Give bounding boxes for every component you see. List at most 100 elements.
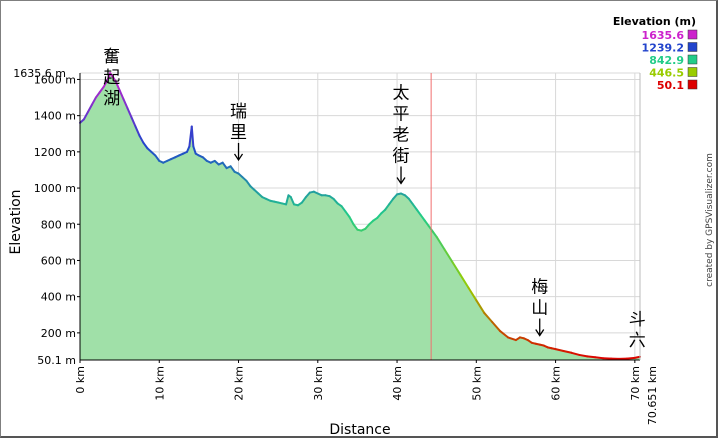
area-fill-layer xyxy=(80,73,640,361)
series-segment xyxy=(499,330,510,339)
x-tick-label: 0 km xyxy=(74,366,87,394)
series-segment xyxy=(304,191,311,199)
series-segment xyxy=(443,248,454,264)
series-segment xyxy=(507,336,517,342)
y-tick-label: 1200 m xyxy=(34,146,76,159)
legend-swatch xyxy=(687,42,698,52)
series-segment xyxy=(562,349,573,354)
y-min-label: 50.1 m xyxy=(37,354,76,367)
series-segment xyxy=(122,98,129,110)
annotation-char: 瑞 xyxy=(230,102,247,122)
series-segment xyxy=(332,197,339,205)
y-tick-label: 800 m xyxy=(41,218,76,231)
series-segment xyxy=(475,299,486,314)
legend-swatch xyxy=(687,79,698,90)
series-segment xyxy=(142,141,149,150)
series-segment xyxy=(491,321,502,333)
axis-layer: 200 m 400 m 600 m 800 m 1000 m 1200 m 1400 m 16… xyxy=(13,67,659,425)
annotation-label: 梅山 xyxy=(531,278,548,337)
legend-title: Elevation (m) xyxy=(613,15,696,28)
series-segment xyxy=(102,78,109,88)
series-segment xyxy=(348,216,355,226)
annotation-label: 斗六 xyxy=(629,310,646,351)
series-segment xyxy=(411,203,418,211)
series-segment xyxy=(388,197,395,206)
series-segment xyxy=(94,91,101,99)
annotation-char: 奮 xyxy=(103,47,120,67)
series-segment xyxy=(221,161,228,170)
y-tick-label: 1400 m xyxy=(34,110,76,123)
series-segment xyxy=(190,125,195,148)
legend-swatch xyxy=(687,67,698,77)
series-segment xyxy=(625,356,636,360)
series-segment xyxy=(483,311,494,324)
series-segment xyxy=(423,219,430,228)
annotation-char: 湖 xyxy=(103,89,120,109)
series-segment xyxy=(90,96,97,106)
annotation-label: 瑞里 xyxy=(230,102,247,162)
series-segment xyxy=(138,134,145,144)
y-tick-label: 400 m xyxy=(41,291,76,304)
annotation-char: 老 xyxy=(393,125,410,145)
credit-text: created by GPSVisualizer.com xyxy=(705,153,715,287)
series-segment xyxy=(130,116,137,128)
x-tick-label: 40 km xyxy=(391,366,404,401)
series-segment xyxy=(192,145,197,155)
x-tick-label: 20 km xyxy=(233,366,246,401)
series-segment xyxy=(352,223,359,231)
legend-value: 1239.2 xyxy=(642,42,684,55)
series-segment xyxy=(451,261,462,276)
series-segment xyxy=(467,286,478,302)
annotation-label: 奮起湖 xyxy=(103,47,120,109)
annotation-char: 梅 xyxy=(531,278,548,298)
y-tick-label: 600 m xyxy=(41,254,76,267)
y-tick-label: 1000 m xyxy=(34,182,76,195)
series-segment xyxy=(154,154,161,162)
series-segment xyxy=(384,203,391,211)
series-segment xyxy=(419,214,426,222)
annotation-char: 斗 xyxy=(629,310,646,330)
series-segment xyxy=(118,89,125,101)
x-tick-label: 30 km xyxy=(312,366,325,401)
series-segment xyxy=(344,210,351,219)
annotation-char: 里 xyxy=(230,123,247,143)
annotation-char: 平 xyxy=(393,104,410,124)
series-segment xyxy=(431,230,438,238)
series-segment xyxy=(289,196,296,206)
series-segment xyxy=(376,212,383,219)
y-max-label: 1635.6 m xyxy=(13,67,66,80)
y-axis-title: Elevation xyxy=(8,189,24,254)
series-segment xyxy=(126,107,133,119)
series-segment xyxy=(245,179,252,188)
annotation-char: 太 xyxy=(393,83,410,103)
series-segment xyxy=(134,125,141,137)
series-segment xyxy=(586,355,597,359)
annotation-char: 山 xyxy=(531,299,548,319)
series-segment xyxy=(554,348,565,352)
series-segment xyxy=(300,196,307,204)
series-segment xyxy=(415,208,422,217)
series-segment xyxy=(459,273,470,289)
series-segment xyxy=(407,197,414,206)
legend-value: 1635.6 xyxy=(642,29,685,42)
legend-value: 50.1 xyxy=(657,79,684,92)
x-tick-label: 50 km xyxy=(470,366,483,401)
series-segment xyxy=(82,111,89,121)
legend-value: 446.5 xyxy=(649,67,684,80)
annotation-arrow-head xyxy=(535,329,545,337)
series-segment xyxy=(633,355,641,359)
series-segment xyxy=(229,165,236,173)
annotation-char: 起 xyxy=(103,68,120,88)
series-line-layer xyxy=(79,72,641,360)
series-segment xyxy=(594,356,605,360)
elevation-area xyxy=(80,73,640,361)
series-segment xyxy=(285,194,290,206)
series-segment xyxy=(435,235,446,251)
series-segment xyxy=(364,223,371,230)
y-tick-label: 200 m xyxy=(41,327,76,340)
annotation-arrow-head xyxy=(396,177,406,185)
